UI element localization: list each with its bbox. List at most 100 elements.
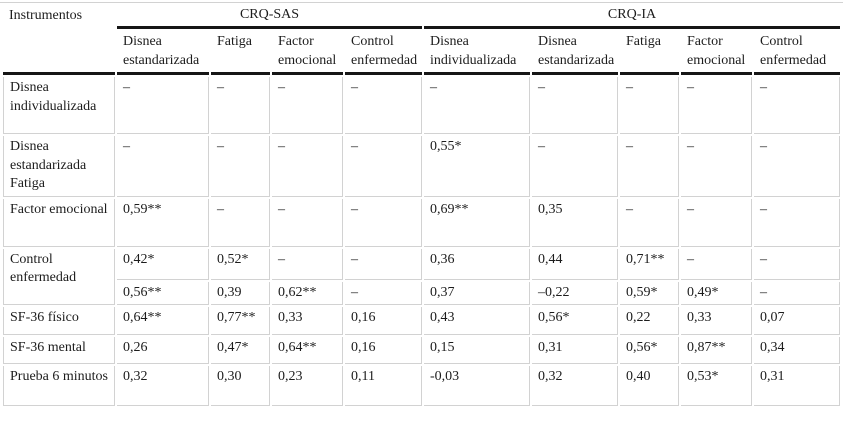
cell-value: 0,44 <box>532 248 619 280</box>
cell-value: – <box>754 136 841 197</box>
corner-header-instrumentos: Instrumentos <box>3 5 115 76</box>
cell-value: 0,71** <box>620 248 680 280</box>
cell-value: 0,34 <box>754 337 841 365</box>
cell-value: 0,56* <box>532 307 619 336</box>
row-label: Disnea estandarizada Fatiga <box>3 136 115 197</box>
cell-value: 0,35 <box>532 198 619 247</box>
cell-value: – <box>211 77 270 135</box>
cell-value: 0,15 <box>424 337 531 365</box>
cell-value: – <box>754 248 841 280</box>
column-header: Fatiga <box>211 31 270 76</box>
column-header: Control enfermedad <box>345 31 423 76</box>
cell-value: – <box>681 136 753 197</box>
column-header: Disnea estandarizada <box>117 31 209 76</box>
row-label: SF-36 mental <box>3 337 115 365</box>
subheader-row: Disnea estandarizada Fatiga Factor emocion… <box>3 31 841 76</box>
cell-value: – <box>681 77 753 135</box>
table-row: Factor emocional 0,59** – – –0,69** 0,35– – – <box>3 198 841 247</box>
cell-value: 0,69** <box>424 198 531 247</box>
cell-value: 0,07 <box>754 307 841 336</box>
cell-value: – <box>754 198 841 247</box>
cell-value: – <box>211 198 270 247</box>
cell-value: 0,22 <box>620 307 680 336</box>
cell-value: 0,37 <box>424 281 531 306</box>
cell-value: – <box>272 136 343 197</box>
cell-value: 0,59** <box>117 198 209 247</box>
table-row: Control enfermedad 0,42* 0,52* – –0,36 0,44 0,… <box>3 248 841 306</box>
cell-value: 0,64** <box>272 337 343 365</box>
cell-value: – <box>272 77 343 135</box>
group-header-crq-ia: CRQ-IA <box>424 5 841 30</box>
cell-value: 0,26 <box>117 337 209 365</box>
cell-value: – <box>532 136 619 197</box>
cell-value: 0,39 <box>211 281 270 306</box>
cell-value: 0,59* <box>620 281 680 306</box>
cell-value: 0,16 <box>345 307 423 336</box>
cell-value: 0,77** <box>211 307 270 336</box>
cell-value: – <box>345 77 423 135</box>
cell-value: – <box>681 198 753 247</box>
cell-value: 0,11 <box>345 366 423 407</box>
cell-value: 0,43 <box>424 307 531 336</box>
cell-value: 0,55* <box>424 136 531 197</box>
row-label: SF-36 físico <box>3 307 115 336</box>
correlation-table: Instrumentos CRQ-SAS CRQ-IA Disnea estan… <box>1 3 842 408</box>
cell-value: – <box>754 77 841 135</box>
table-row: SF-36 mental 0,26 0,47* 0,64** 0,16 0,15 0,31 0… <box>3 337 841 365</box>
table-body: Disnea individualizada – – – – – – – – – Disnea es… <box>3 77 841 407</box>
group-header-row: Instrumentos CRQ-SAS CRQ-IA <box>3 5 841 76</box>
cell-value: – <box>117 77 209 135</box>
cell-value: – <box>754 281 841 306</box>
column-header: Disnea individualizada <box>424 31 531 76</box>
cell-value: – <box>211 136 270 197</box>
cell-value: –0,22 <box>532 281 619 306</box>
row-label: Factor emocional <box>3 198 115 247</box>
cell-value: 0,53* <box>681 366 753 407</box>
cell-value: – <box>117 136 209 197</box>
table-row: Disnea estandarizada Fatiga – – – –0,55* – – – – <box>3 136 841 197</box>
cell-value: – <box>620 136 680 197</box>
cell-value: – <box>345 136 423 197</box>
column-header: Factor emocional <box>272 31 343 76</box>
cell-value: 0,30 <box>211 366 270 407</box>
row-label: Disnea individualizada <box>3 77 115 135</box>
column-header: Control enfermedad <box>754 31 841 76</box>
cell-value: – <box>345 248 423 280</box>
cell-value: 0,62** <box>272 281 343 306</box>
cell-value: 0,47* <box>211 337 270 365</box>
group-header-crq-sas: CRQ-SAS <box>117 5 423 30</box>
column-header: Factor emocional <box>681 31 753 76</box>
cell-value: – <box>345 198 423 247</box>
cell-value: 0,32 <box>532 366 619 407</box>
cell-value: 0,52* <box>211 248 270 280</box>
cell-value: 0,33 <box>681 307 753 336</box>
cell-value: – <box>424 77 531 135</box>
cell-value: 0,31 <box>754 366 841 407</box>
table-row: 0,56** 0,39 0,62** –0,37 –0,22 0,59* 0,49* – <box>3 281 841 306</box>
cell-value: 0,49* <box>681 281 753 306</box>
column-header: Disnea estandarizada <box>532 31 619 76</box>
cell-value: 0,31 <box>532 337 619 365</box>
cell-value: 0,42* <box>117 248 209 280</box>
cell-value: 0,23 <box>272 366 343 407</box>
column-header: Fatiga <box>620 31 680 76</box>
cell-value: – <box>620 77 680 135</box>
cell-value: – <box>272 198 343 247</box>
cell-value: – <box>272 248 343 280</box>
cell-value: – <box>620 198 680 247</box>
table-header: Instrumentos CRQ-SAS CRQ-IA Disnea estan… <box>3 5 841 76</box>
table-row: SF-36 físico 0,64** 0,77** 0,33 0,16 0,43 0,56… <box>3 307 841 336</box>
cell-value: – <box>532 77 619 135</box>
top-rule <box>0 2 843 3</box>
cell-value: 0,56* <box>620 337 680 365</box>
cell-value: 0,33 <box>272 307 343 336</box>
cell-value: 0,56** <box>117 281 209 306</box>
cell-value: -0,03 <box>424 366 531 407</box>
table-row: Disnea individualizada – – – – – – – – – <box>3 77 841 135</box>
row-label: Prueba 6 minutos <box>3 366 115 407</box>
cell-value: 0,40 <box>620 366 680 407</box>
cell-value: 0,64** <box>117 307 209 336</box>
cell-value: 0,36 <box>424 248 531 280</box>
cell-value: – <box>345 281 423 306</box>
cell-value: – <box>681 248 753 280</box>
